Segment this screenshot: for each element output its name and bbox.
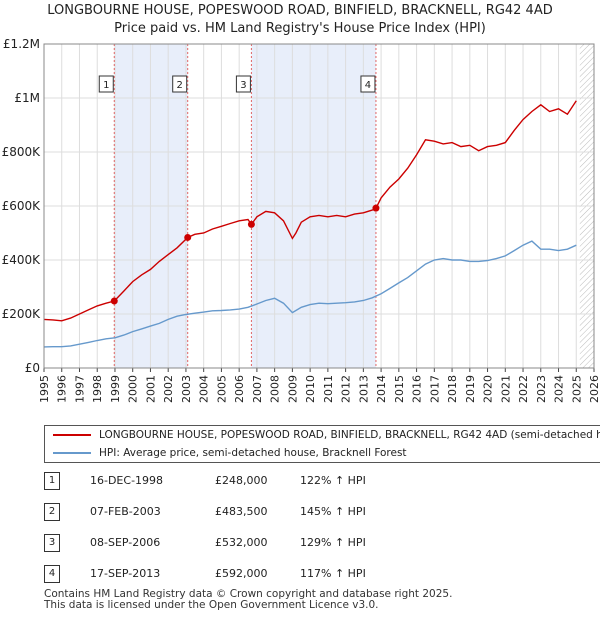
sale-number-badge: 3 [44,534,60,552]
footer-attribution: Contains HM Land Registry data © Crown c… [44,589,452,611]
sale-marker-label: 4 [365,80,371,91]
footer-licence: This data is licensed under the Open Gov… [44,599,379,611]
sale-point [372,204,380,212]
sale-marker-label: 1 [103,80,109,91]
sale-row: 4 17-SEP-2013 £592,000 117% ↑ HPI [0,563,600,585]
chart-legend: LONGBOURNE HOUSE, POPESWOOD ROAD, BINFIE… [44,425,600,463]
x-tick-label: 2023 [535,375,548,403]
x-tick-label: 2001 [144,375,157,403]
sale-marker-label: 2 [177,80,183,91]
sale-row: 1 16-DEC-1998 £248,000 122% ↑ HPI [0,470,600,492]
chart-title-line1: LONGBOURNE HOUSE, POPESWOOD ROAD, BINFIE… [47,3,553,18]
x-tick-label: 2025 [570,375,583,403]
x-tick-label: 2011 [322,375,335,403]
x-tick-label: 2003 [180,375,193,403]
sale-date: 16-DEC-1998 [90,474,164,487]
legend-label-property: LONGBOURNE HOUSE, POPESWOOD ROAD, BINFIE… [99,429,600,441]
sale-point [247,220,255,228]
sale-hpi-change: 117% ↑ HPI [300,567,366,580]
sale-marker-label-group: 2 [172,75,188,93]
property-series-line [43,100,577,322]
sale-point [110,297,118,305]
x-tick-label: 2002 [162,375,175,403]
sale-number-badge: 4 [44,565,60,583]
sale-point [184,233,192,241]
y-tick-label: £600K [2,199,42,213]
x-tick-label: 2020 [482,375,495,403]
x-tick-label: 2022 [517,375,530,403]
x-tick-label: 1995 [38,375,51,403]
legend-item-property: LONGBOURNE HOUSE, POPESWOOD ROAD, BINFIE… [45,426,600,444]
x-tick-label: 2007 [251,375,264,403]
sale-row: 3 08-SEP-2006 £532,000 129% ↑ HPI [0,532,600,554]
sale-marker-label-group: 1 [98,75,114,93]
sale-marker-box [172,75,188,93]
sale-hpi-change: 129% ↑ HPI [300,536,366,549]
sale-marker-label-group: 3 [235,75,251,93]
x-tick-label: 2013 [357,375,370,403]
x-tick-label: 2019 [464,375,477,403]
x-tick-label: 2016 [411,375,424,403]
sale-date: 08-SEP-2006 [90,536,161,549]
y-tick-label: £1M [14,91,40,105]
x-tick-label: 2000 [127,375,140,403]
x-tick-label: 2026 [588,375,600,403]
x-tick-label: 2005 [215,375,228,403]
sale-hpi-change: 122% ↑ HPI [300,474,366,487]
sale-number-badge: 1 [44,472,60,490]
sale-price: £592,000 [215,567,268,580]
y-tick-label: £200K [2,307,42,321]
hpi-series-line [43,240,577,348]
x-tick-label: 2021 [499,375,512,403]
footer-copyright: Contains HM Land Registry data © Crown c… [44,588,453,600]
y-tick-label: £1.2M [3,37,40,51]
legend-swatch-hpi [53,452,91,454]
x-tick-label: 2010 [304,375,317,403]
y-tick-label: £800K [2,145,42,159]
x-tick-label: 2015 [393,375,406,403]
x-tick-label: 2014 [375,375,388,403]
y-tick-label: £400K [2,253,42,267]
y-tick-label: £0 [25,361,40,375]
sale-price: £532,000 [215,536,268,549]
x-tick-label: 2024 [553,375,566,403]
x-tick-label: 2006 [233,375,246,403]
x-tick-label: 2012 [340,375,353,403]
x-tick-label: 2018 [446,375,459,403]
sale-marker-label-group: 4 [360,75,376,93]
sale-number-badge: 2 [44,503,60,521]
sale-marker-box [360,75,376,93]
x-tick-label: 2009 [286,375,299,403]
x-tick-label: 1999 [109,375,122,403]
sale-date: 17-SEP-2013 [90,567,161,580]
x-tick-label: 2008 [269,375,282,403]
sale-price: £248,000 [215,474,268,487]
x-tick-label: 1998 [91,375,104,403]
sale-date: 07-FEB-2003 [90,505,161,518]
x-tick-label: 1996 [56,375,69,403]
price-chart: 1 2 3 4 £0 £200K £400K £600K £800K £1M £1.2M 1995 19… [2,37,600,403]
plot-frame [43,43,595,369]
sale-hpi-change: 145% ↑ HPI [300,505,366,518]
x-tick-label: 2004 [198,375,211,403]
legend-item-hpi: HPI: Average price, semi-detached house,… [45,444,600,462]
sale-marker-box [98,75,114,93]
x-tick-label: 1997 [73,375,86,403]
legend-swatch-property [53,434,91,436]
legend-label-hpi: HPI: Average price, semi-detached house,… [99,447,407,459]
chart-title-line2: Price paid vs. HM Land Registry's House … [114,21,486,36]
sale-price: £483,500 [215,505,268,518]
x-tick-label: 2017 [428,375,441,403]
sale-row: 2 07-FEB-2003 £483,500 145% ↑ HPI [0,501,600,523]
sale-marker-box [235,75,251,93]
sale-marker-label: 3 [240,80,246,91]
